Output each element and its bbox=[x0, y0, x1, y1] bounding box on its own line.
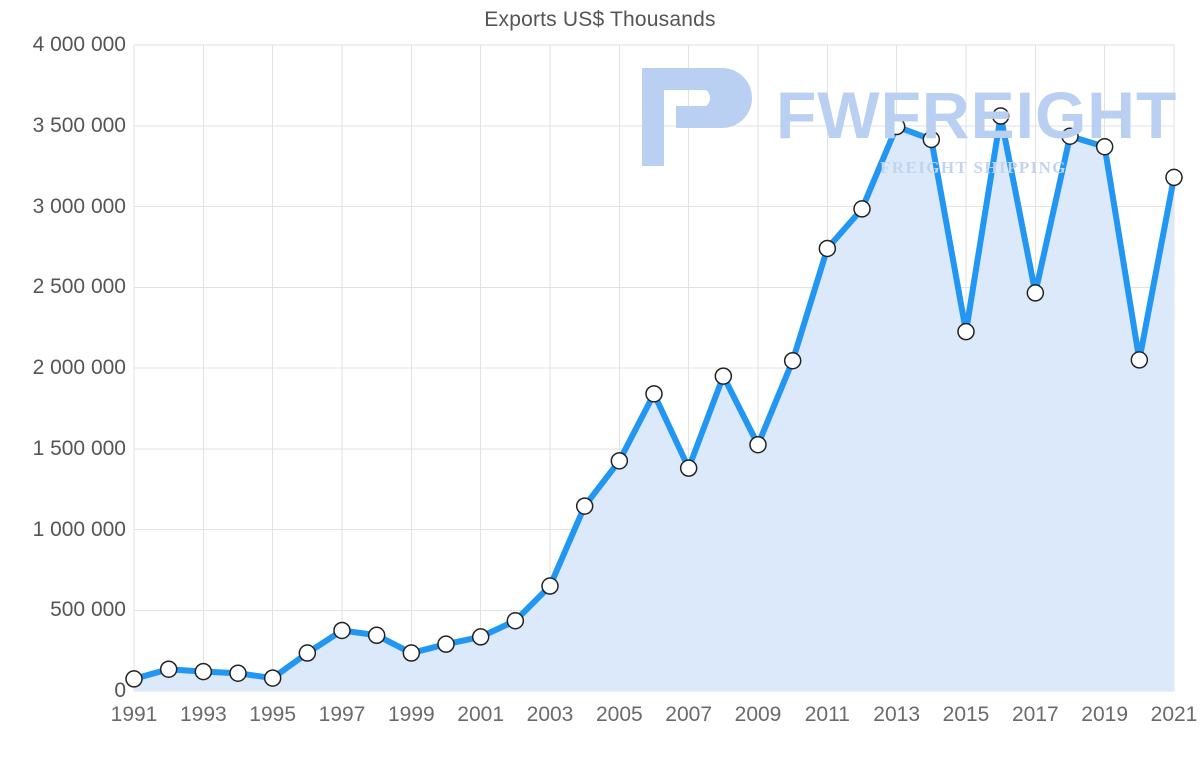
data-point-marker[interactable]: 1993: 120000 bbox=[194, 662, 213, 681]
y-axis-tick-label: 500 000 bbox=[50, 598, 126, 622]
data-point-marker[interactable]: 1998: 345000 bbox=[367, 626, 386, 645]
x-axis-tick-label: 2013 bbox=[873, 703, 921, 726]
x-axis-tick-label: 2019 bbox=[1081, 703, 1129, 726]
data-point-marker[interactable]: 2009: 1525000 bbox=[749, 435, 767, 454]
x-axis-tick-label: 1995 bbox=[249, 703, 297, 726]
data-point-marker[interactable]: 2018: 3435000 bbox=[1061, 127, 1079, 145]
data-point-marker[interactable]: 1995: 80000 bbox=[263, 669, 282, 687]
data-point-markers: 1991: 75000 1992: 135000 1993: 120000 1994:… bbox=[125, 107, 1183, 688]
data-point-marker[interactable]: 2011: 2740000 bbox=[818, 239, 837, 258]
data-point-marker[interactable]: 1997: 375000 bbox=[333, 621, 351, 640]
data-point-marker[interactable]: 2006: 1840000 bbox=[645, 385, 663, 403]
data-point-marker[interactable]: 2013: 3495000 bbox=[887, 117, 906, 136]
data-point-marker[interactable]: 2020: 2050000 bbox=[1130, 351, 1149, 369]
x-axis-tick-label: 2009 bbox=[734, 703, 782, 726]
x-axis-tick-label: 2003 bbox=[526, 703, 574, 726]
x-axis-tick-label: 2015 bbox=[942, 703, 990, 726]
x-axis-tick-label: 2007 bbox=[665, 703, 713, 726]
y-axis-tick-label: 2 500 000 bbox=[32, 275, 126, 299]
y-axis-labels: 0 500 000 1 000 000 1 500 000 2 000 000 2 500… bbox=[0, 0, 126, 763]
x-axis-tick-label: 2017 bbox=[1011, 703, 1059, 726]
data-point-marker[interactable]: 2016: 3560000 bbox=[991, 107, 1010, 125]
x-axis-tick-label: 2001 bbox=[457, 703, 505, 726]
data-point-marker[interactable]: 2017: 2465000 bbox=[1026, 284, 1045, 302]
data-point-marker[interactable]: 2004: 1145000 bbox=[575, 497, 594, 515]
data-point-marker[interactable]: 2008: 1950000 bbox=[714, 367, 733, 385]
y-axis-tick-label: 3 500 000 bbox=[32, 113, 126, 137]
y-axis-tick-label: 3 000 000 bbox=[32, 194, 126, 218]
data-point-marker[interactable]: 2012: 2985000 bbox=[853, 200, 871, 218]
data-point-marker[interactable]: 1996: 235000 bbox=[298, 644, 317, 662]
y-axis-tick-label: 0 bbox=[114, 679, 126, 702]
x-axis-tick-label: 1993 bbox=[179, 703, 227, 726]
x-axis-tick-label: 1999 bbox=[387, 703, 435, 726]
data-point-marker[interactable]: 2003: 650000 bbox=[541, 577, 559, 595]
data-point-marker[interactable]: 2010: 2045000 bbox=[783, 351, 802, 370]
plot-area: 1991: 75000 1992: 135000 1993: 120000 1994:… bbox=[125, 44, 1183, 692]
x-axis-tick-label: 1997 bbox=[318, 703, 366, 726]
data-point-marker[interactable]: 2002: 435000 bbox=[506, 612, 525, 630]
x-axis-tick-label: 2021 bbox=[1150, 703, 1198, 726]
data-point-marker[interactable]: 2001: 335000 bbox=[471, 628, 490, 646]
data-point-marker[interactable]: 1999: 235000 bbox=[402, 644, 421, 662]
data-point-marker[interactable]: 2015: 2225000 bbox=[957, 322, 975, 341]
chart-title: Exports US$ Thousands bbox=[484, 8, 716, 31]
data-point-marker[interactable]: 2021: 3180000 bbox=[1165, 168, 1183, 187]
data-point-marker[interactable]: 2014: 3415000 bbox=[922, 130, 941, 149]
data-point-marker[interactable]: 1994: 110000 bbox=[229, 664, 247, 682]
x-axis-tick-label: 1991 bbox=[110, 703, 158, 726]
data-point-marker[interactable]: 1991: 75000 bbox=[125, 670, 143, 688]
chart-svg: 1991: 75000 1992: 135000 1993: 120000 1994:… bbox=[125, 44, 1183, 692]
x-axis-tick-label: 2005 bbox=[595, 703, 643, 726]
y-axis-tick-label: 1 000 000 bbox=[32, 517, 126, 541]
x-axis-tick-label: 2011 bbox=[804, 703, 850, 726]
data-point-marker[interactable]: 1992: 135000 bbox=[159, 660, 178, 678]
y-axis-tick-label: 4 000 000 bbox=[32, 33, 126, 56]
y-axis-tick-label: 1 500 000 bbox=[32, 436, 126, 460]
data-point-marker[interactable]: 2019: 3370000 bbox=[1095, 138, 1114, 156]
data-point-marker[interactable]: 2005: 1425000 bbox=[610, 452, 629, 470]
y-axis-tick-label: 2 000 000 bbox=[32, 356, 126, 379]
data-point-marker[interactable]: 2007: 1380000 bbox=[679, 459, 698, 477]
area-fill bbox=[134, 116, 1174, 691]
